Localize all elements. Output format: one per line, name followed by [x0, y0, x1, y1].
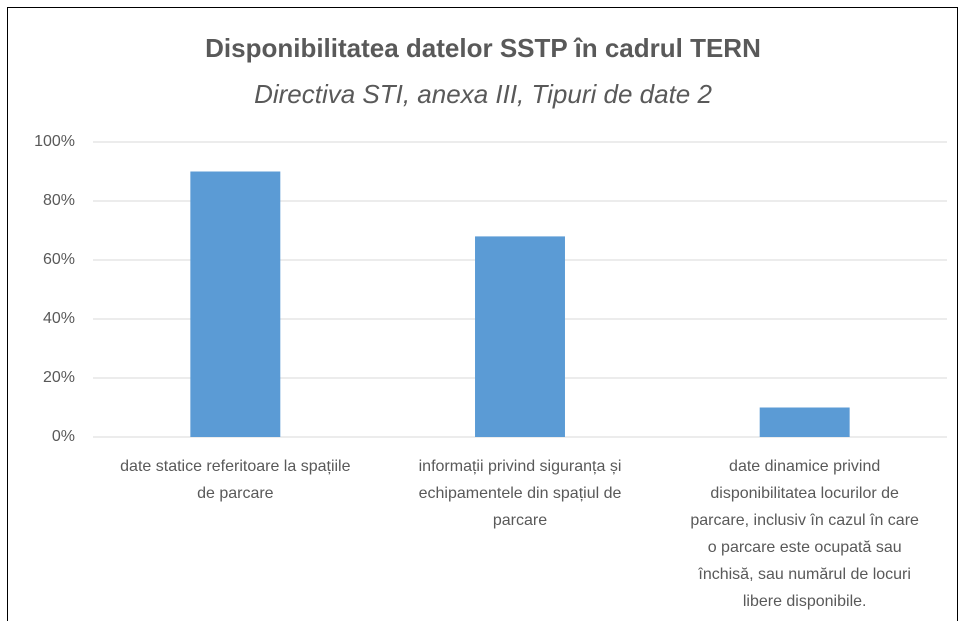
- x-tick-label: date statice referitoare la spațiile de …: [120, 458, 351, 502]
- y-tick-label: 20%: [43, 369, 75, 386]
- y-tick-label: 80%: [43, 192, 75, 209]
- bar: [475, 236, 565, 437]
- chart-title: Disponibilitatea datelor SSTP în cadrul …: [205, 33, 761, 63]
- y-tick-label: 100%: [34, 133, 75, 150]
- y-tick-label: 60%: [43, 251, 75, 268]
- y-tick-label: 40%: [43, 310, 75, 327]
- y-tick-label: 0%: [52, 428, 75, 445]
- x-tick-label: date dinamice privind disponibilitatea l…: [690, 458, 919, 610]
- chart-subtitle: Directiva STI, anexa III, Tipuri de date…: [254, 79, 712, 109]
- bar: [190, 171, 281, 437]
- x-tick-label: informații privind siguranța și echipame…: [418, 458, 622, 529]
- bar: [759, 407, 850, 437]
